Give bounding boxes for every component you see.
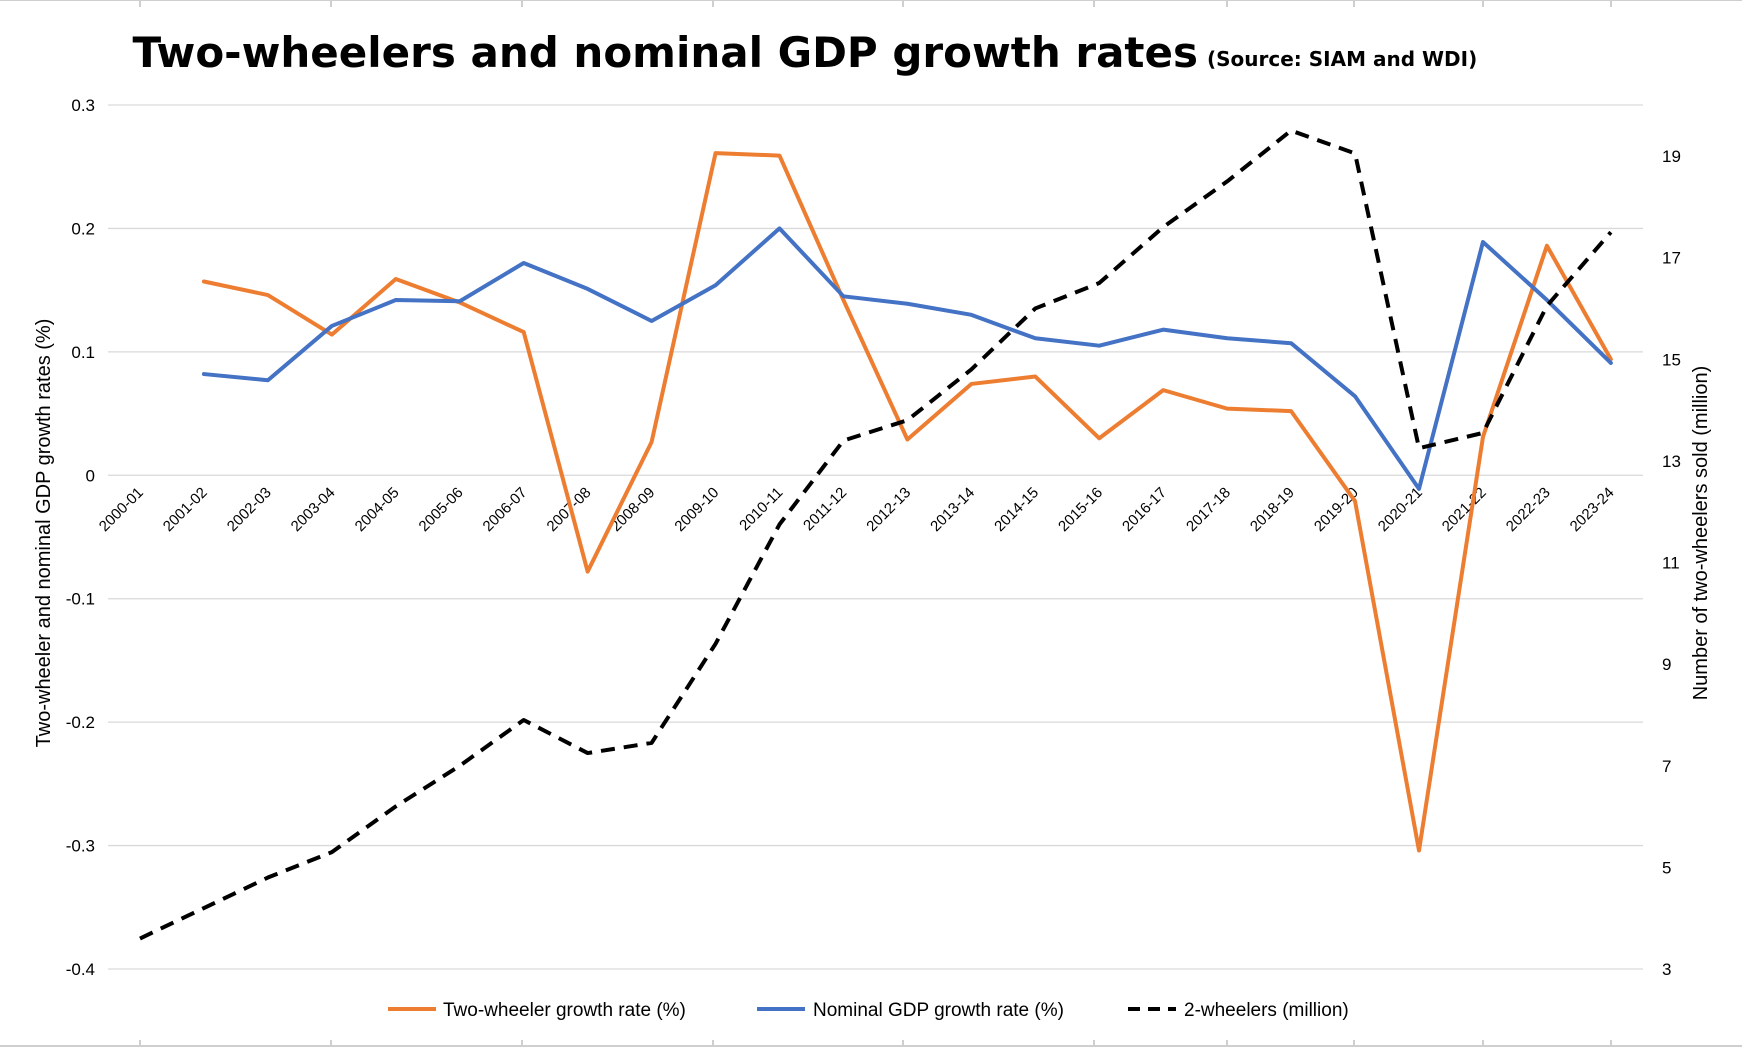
gridlines — [108, 104, 1643, 970]
y2-tick-label: 7 — [1662, 757, 1671, 776]
chart-title: Two-wheelers and nominal GDP growth rate… — [132, 28, 1198, 77]
y-tick-label: -0.4 — [66, 960, 95, 979]
y-tick-label: 0.2 — [71, 219, 95, 238]
legend-label: Two-wheeler growth rate (%) — [443, 1000, 686, 1021]
legend-item-two-wheeler-growth[interactable]: Two-wheeler growth rate (%) — [388, 1000, 686, 1021]
legend: Two-wheeler growth rate (%) Nominal GDP … — [388, 1000, 1349, 1021]
y-tick-label: -0.2 — [66, 713, 95, 732]
right-axis-title: Number of two-wheelers sold (million) — [1690, 366, 1712, 701]
y2-tick-label: 5 — [1662, 858, 1671, 877]
y-tick-label: 0.1 — [71, 343, 95, 362]
left-axis-title: Two-wheeler and nominal GDP growth rates… — [33, 319, 55, 748]
series-line-2-wheelers-million — [139, 128, 1613, 941]
y-tick-label: 0 — [86, 466, 95, 485]
y2-tick-label: 15 — [1662, 350, 1681, 369]
y2-tick-label: 3 — [1662, 960, 1671, 979]
y2-tick-label: 13 — [1662, 452, 1681, 471]
y2-tick-label: 9 — [1662, 655, 1671, 674]
right-axis-ticks: 19 17 15 13 11 9 7 5 3 — [1662, 147, 1681, 979]
left-axis-ticks: 0.3 0.2 0.1 0 -0.1 -0.2 -0.3 -0.4 — [66, 96, 95, 979]
series-line-two-wheeler-growth-rate — [201, 151, 1613, 853]
legend-label: 2-wheelers (million) — [1184, 1000, 1349, 1021]
y-tick-label: 0.3 — [71, 96, 95, 115]
legend-item-nominal-gdp-growth[interactable]: Nominal GDP growth rate (%) — [757, 1000, 1064, 1021]
series-lines — [139, 128, 1613, 941]
y2-tick-label: 11 — [1662, 554, 1680, 573]
chart-subtitle: (Source: SIAM and WDI) — [1207, 47, 1477, 71]
y-tick-label: -0.3 — [66, 837, 95, 856]
series-line-nominal-gdp-growth-rate — [201, 226, 1613, 491]
legend-item-two-wheelers-million[interactable]: 2-wheelers (million) — [1128, 1000, 1349, 1021]
y2-tick-label: 19 — [1662, 147, 1681, 166]
legend-label: Nominal GDP growth rate (%) — [813, 1000, 1064, 1021]
y-tick-label: -0.1 — [66, 590, 95, 609]
y2-tick-label: 17 — [1662, 249, 1681, 268]
